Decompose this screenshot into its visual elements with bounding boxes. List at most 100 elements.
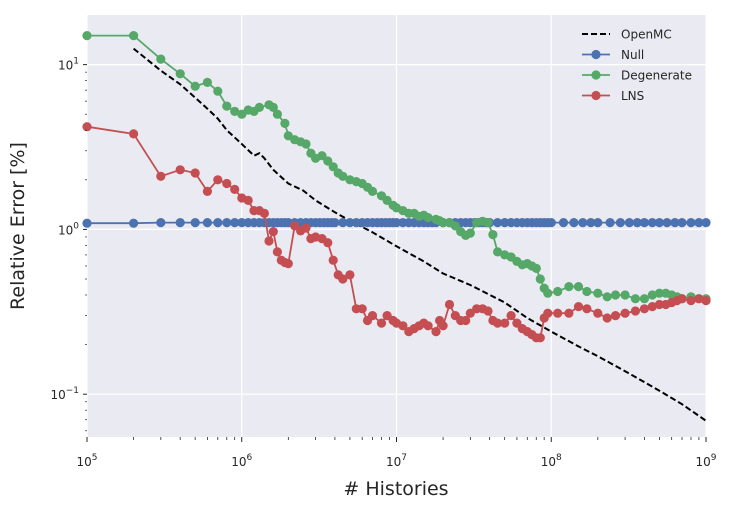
- data-point: [438, 321, 448, 331]
- data-point: [543, 308, 553, 318]
- data-point: [431, 327, 441, 337]
- data-point: [82, 30, 92, 41]
- data-point: [230, 106, 240, 116]
- data-point: [686, 218, 696, 228]
- data-point: [175, 218, 185, 228]
- data-point: [493, 247, 503, 257]
- data-point: [586, 218, 596, 228]
- data-point: [578, 218, 588, 228]
- data-point: [280, 118, 290, 128]
- x-tick-label: 106: [231, 453, 252, 469]
- data-point: [543, 288, 553, 298]
- data-point: [615, 218, 626, 228]
- data-point: [301, 139, 311, 149]
- data-point: [483, 306, 493, 316]
- data-point: [654, 218, 665, 228]
- data-point: [190, 218, 200, 228]
- data-point: [573, 302, 584, 312]
- series-layer: [82, 30, 711, 422]
- data-point: [593, 288, 603, 298]
- legend-marker: [591, 70, 601, 80]
- legend-item-openmc: OpenMC: [582, 28, 672, 42]
- data-point: [602, 292, 612, 302]
- data-point: [610, 290, 621, 300]
- data-point: [243, 195, 253, 205]
- x-tick-label: 108: [541, 453, 562, 469]
- data-point: [328, 255, 338, 265]
- data-point: [639, 304, 650, 314]
- data-point: [654, 288, 665, 298]
- data-point: [662, 218, 672, 228]
- data-point: [639, 294, 650, 304]
- data-point: [450, 221, 460, 231]
- data-point: [213, 175, 223, 185]
- data-point: [338, 218, 348, 228]
- legend: OpenMC Null Degenerate LNS: [582, 28, 692, 103]
- data-point: [82, 122, 92, 132]
- legend-label: LNS: [621, 89, 644, 103]
- data-point: [222, 218, 232, 228]
- data-point: [129, 218, 139, 228]
- data-point: [677, 218, 687, 228]
- y-axis-label: Relative Error [%]: [7, 142, 29, 310]
- legend-item-lns: LNS: [582, 89, 644, 103]
- data-point: [630, 294, 641, 304]
- x-tick-label: 107: [386, 453, 407, 469]
- data-point: [367, 311, 378, 321]
- data-point: [573, 282, 584, 292]
- data-point: [213, 86, 223, 96]
- series-null: [82, 218, 711, 228]
- data-point: [506, 311, 516, 321]
- y-axis-ticks: 10−1 100 101: [50, 57, 87, 432]
- data-point: [558, 218, 569, 228]
- data-point: [283, 259, 293, 269]
- series-line: [132, 47, 707, 422]
- data-point: [632, 218, 642, 228]
- data-point: [222, 178, 232, 189]
- x-axis-ticks: 105 106 107 108 109: [76, 437, 717, 469]
- data-point: [647, 218, 657, 228]
- data-point: [345, 218, 355, 228]
- data-point: [272, 109, 282, 119]
- data-point: [202, 77, 212, 87]
- data-point: [535, 333, 545, 343]
- data-point: [237, 218, 247, 228]
- series-degenerate: [82, 30, 711, 304]
- legend-item-null: Null: [582, 48, 644, 62]
- data-point: [620, 290, 630, 300]
- data-point: [444, 299, 455, 310]
- data-point: [670, 218, 680, 228]
- data-point: [175, 69, 185, 79]
- data-point: [694, 294, 704, 304]
- data-point: [535, 274, 545, 284]
- data-point: [461, 315, 471, 326]
- data-point: [230, 184, 240, 194]
- data-point: [323, 156, 333, 166]
- data-point: [268, 227, 278, 237]
- data-point: [483, 218, 493, 228]
- data-point: [493, 218, 503, 228]
- data-point: [230, 218, 240, 228]
- legend-marker: [591, 49, 601, 60]
- y-tick-label: 10−1: [50, 386, 79, 402]
- data-point: [630, 306, 641, 316]
- data-point: [694, 218, 704, 228]
- data-point: [272, 247, 282, 257]
- data-point: [156, 171, 166, 181]
- data-point: [156, 218, 166, 228]
- x-axis-label: # Histories: [343, 478, 448, 500]
- data-point: [639, 218, 650, 228]
- data-point: [531, 263, 541, 273]
- data-point: [677, 294, 687, 304]
- data-point: [564, 282, 574, 292]
- data-point: [338, 171, 348, 181]
- data-point: [500, 218, 510, 228]
- data-point: [398, 321, 408, 331]
- data-point: [500, 318, 510, 328]
- data-point: [202, 218, 212, 228]
- data-point: [593, 218, 603, 228]
- data-point: [605, 218, 615, 228]
- x-tick-label: 109: [695, 453, 716, 469]
- data-point: [624, 218, 635, 228]
